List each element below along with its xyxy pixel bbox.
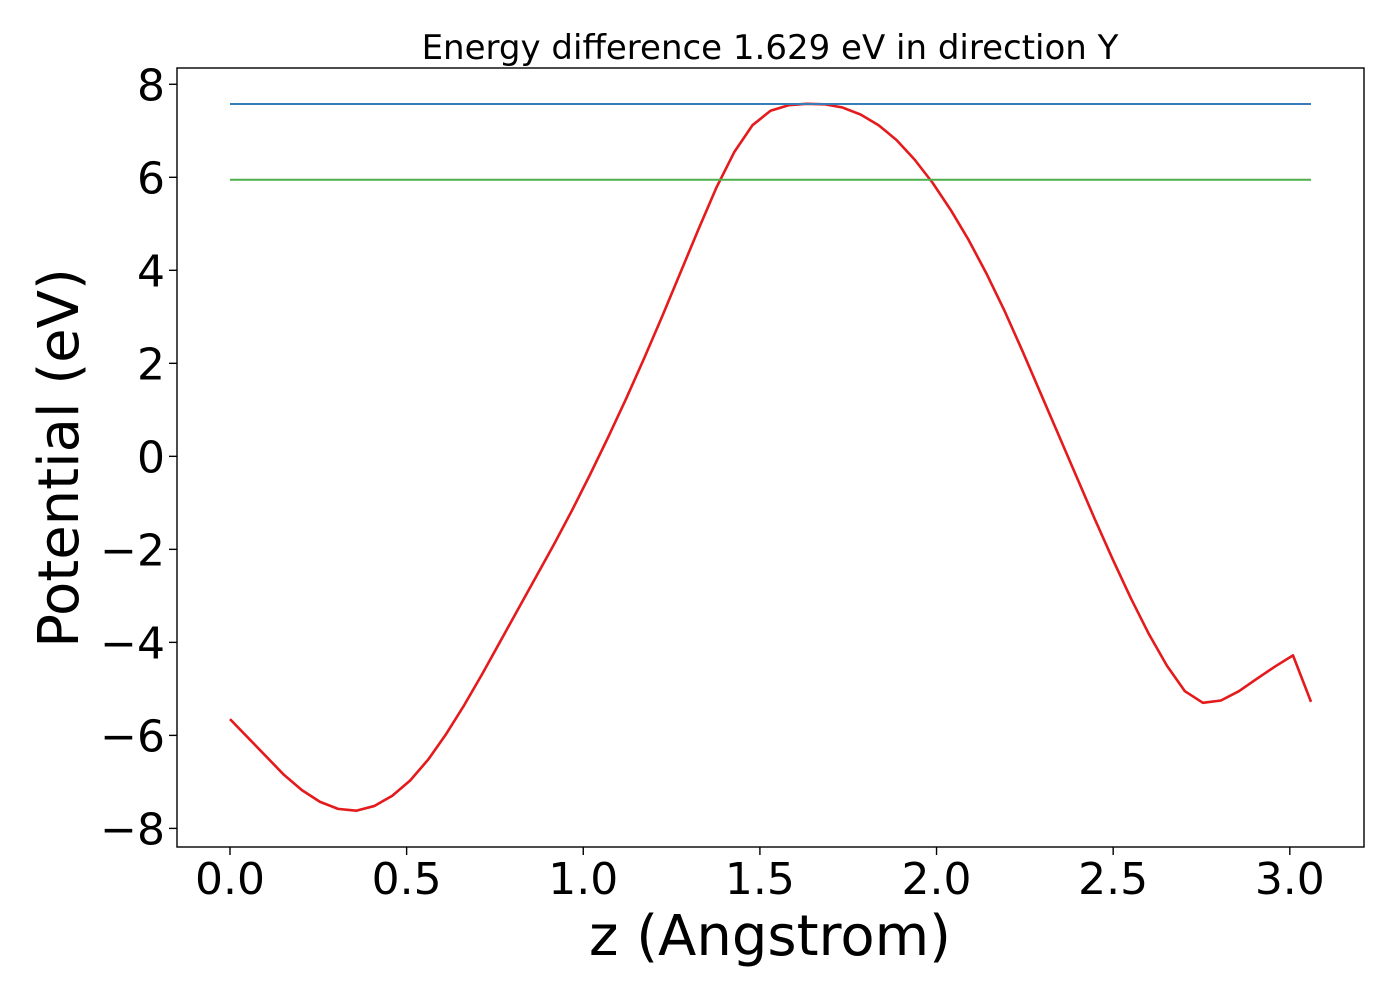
x-tick-label: 3.0 (1255, 854, 1325, 905)
x-axis-label: z (Angstrom) (589, 904, 951, 969)
y-tick-label: −8 (100, 804, 165, 855)
plot-series (229, 102, 1313, 813)
y-tick-label: 0 (137, 432, 165, 483)
y-tick-label: 2 (137, 339, 165, 390)
y-tick-label: 6 (137, 153, 165, 204)
y-axis: −8 −6 −4 −2 0 2 4 6 8 (100, 60, 177, 855)
y-tick-label: −2 (100, 525, 165, 576)
y-tick-label: 8 (137, 60, 165, 111)
x-tick-label: 2.0 (902, 854, 972, 905)
y-tick-label: 4 (137, 246, 165, 297)
x-tick-label: 2.5 (1078, 854, 1148, 905)
x-tick-label: 0.0 (195, 854, 265, 905)
plot-frame (176, 67, 1365, 848)
x-tick-label: 1.5 (725, 854, 795, 905)
chart-title: Energy difference 1.629 eV in direction … (422, 28, 1119, 68)
x-axis: 0.0 0.5 1.0 1.5 2.0 2.5 3.0 (195, 847, 1325, 905)
y-axis-label: Potential (eV) (27, 268, 92, 648)
x-tick-label: 1.0 (548, 854, 618, 905)
y-tick-label: −4 (100, 618, 165, 669)
potential-series-line (229, 102, 1313, 813)
x-tick-label: 0.5 (372, 854, 442, 905)
y-tick-label: −6 (100, 711, 165, 762)
